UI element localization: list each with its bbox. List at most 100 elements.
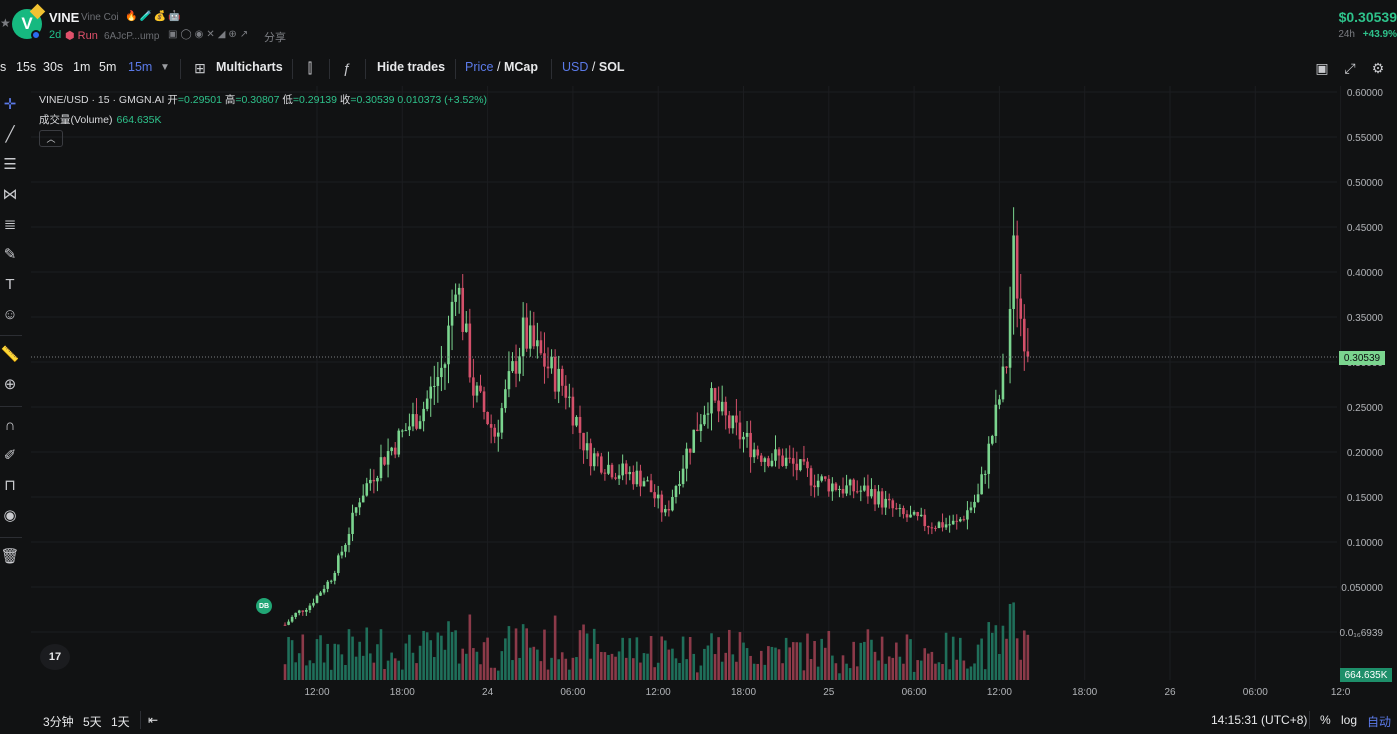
trash-icon[interactable]: 🗑 bbox=[0, 548, 20, 565]
timeframe-5m[interactable]: 5m bbox=[99, 60, 117, 74]
volume-bar bbox=[688, 636, 692, 680]
candle-body bbox=[532, 325, 536, 347]
candle-body bbox=[802, 459, 806, 462]
candle-body bbox=[788, 457, 792, 459]
ruler-icon[interactable]: 📏 bbox=[0, 346, 20, 363]
legend-close-label: 收 bbox=[339, 94, 351, 106]
candle-body bbox=[806, 461, 809, 469]
candle-body bbox=[617, 475, 621, 479]
lock-drawing-icon[interactable]: ✐ bbox=[3, 447, 17, 464]
pattern-icon[interactable]: ⋈ bbox=[2, 186, 18, 203]
candle-body bbox=[717, 400, 720, 412]
add-chart-icon[interactable]: ⊞ bbox=[194, 59, 206, 76]
text-tool-icon[interactable]: T bbox=[5, 275, 15, 293]
volume-bar bbox=[667, 649, 671, 680]
candle-body bbox=[390, 447, 393, 452]
chart-canvas[interactable]: 0.60000 0.55000 0.50000 0.45000 0.40000 0.350… bbox=[31, 86, 1397, 698]
candle-body bbox=[1022, 318, 1026, 352]
auto-toggle[interactable]: 自动 bbox=[1367, 715, 1392, 729]
settings-gear-icon[interactable]: ⚙ bbox=[1371, 59, 1385, 76]
share-button[interactable]: 分享 bbox=[264, 32, 286, 44]
candle-body bbox=[457, 287, 461, 295]
candle-body bbox=[326, 581, 329, 589]
range-1d[interactable]: 1天 bbox=[111, 715, 130, 729]
volume-bar bbox=[1022, 630, 1026, 680]
magnet-icon[interactable]: ∩ bbox=[4, 416, 16, 434]
candle-body bbox=[287, 621, 290, 625]
camera-icon[interactable]: ▣ bbox=[1315, 59, 1329, 76]
token-action-icons[interactable]: ▣◯◉✕◢⊕↗ bbox=[168, 29, 252, 40]
volume-bar bbox=[656, 662, 660, 680]
visibility-eye-icon[interactable]: ◉ bbox=[3, 507, 17, 524]
mcap-option[interactable]: MCap bbox=[503, 60, 538, 74]
range-5d[interactable]: 5天 bbox=[83, 715, 102, 729]
time-tick-label: 12:00 bbox=[304, 687, 329, 698]
candle-body bbox=[731, 415, 735, 429]
candle-body bbox=[820, 476, 823, 481]
usd-option[interactable]: USD bbox=[562, 60, 589, 74]
favorite-star-icon[interactable]: ★ bbox=[0, 16, 11, 30]
crosshair-icon[interactable]: ✛ bbox=[3, 96, 17, 113]
collapse-legend-button[interactable]: ︿ bbox=[39, 130, 63, 147]
emoji-icon[interactable]: ☺ bbox=[2, 305, 18, 323]
toolbar-divider bbox=[455, 59, 456, 79]
volume-bar bbox=[429, 640, 433, 680]
timeframe-15s[interactable]: 15s bbox=[16, 60, 37, 74]
volume-bar bbox=[646, 653, 649, 680]
volume-bar bbox=[944, 632, 948, 680]
legend-open: =0.29501 bbox=[177, 94, 222, 106]
sol-option[interactable]: SOL bbox=[598, 60, 625, 74]
price-option[interactable]: Price bbox=[465, 60, 494, 74]
volume-bar bbox=[312, 663, 315, 680]
lock-icon[interactable]: ⊓ bbox=[4, 477, 16, 494]
legend-close: =0.30539 bbox=[350, 94, 395, 106]
indicators-fx-icon[interactable]: ƒ bbox=[343, 60, 351, 76]
tradingview-logo[interactable]: 17 bbox=[40, 644, 70, 670]
volume-bar bbox=[560, 652, 564, 680]
price-mcap-toggle[interactable]: Price / MCap bbox=[465, 60, 538, 74]
timeframe-15m[interactable]: 15m bbox=[128, 60, 153, 74]
candle-body bbox=[912, 512, 916, 515]
candle-body bbox=[393, 447, 397, 455]
price-chart[interactable]: 0.60000 0.55000 0.50000 0.45000 0.40000 0.350… bbox=[31, 86, 1397, 698]
volume-bar bbox=[294, 662, 297, 680]
horizontal-lines-icon[interactable]: ☰ bbox=[3, 156, 17, 173]
volume-bar bbox=[664, 640, 667, 680]
timeframe-1m[interactable]: 1m bbox=[73, 60, 91, 74]
timeframe-partial[interactable]: s bbox=[0, 60, 7, 74]
fullscreen-icon[interactable]: ⤢ bbox=[1344, 59, 1356, 76]
volume-bar bbox=[831, 655, 834, 680]
brush-icon[interactable]: ✎ bbox=[3, 246, 17, 263]
candle-type-icon[interactable]: ⫿ bbox=[307, 59, 313, 76]
token-address[interactable]: 6AJcP...ump bbox=[104, 31, 160, 42]
log-toggle[interactable]: log bbox=[1341, 713, 1358, 727]
run-badge[interactable]: ⬢ Run bbox=[65, 30, 98, 42]
trend-line-icon[interactable]: ╱ bbox=[5, 126, 15, 143]
volume-bar bbox=[919, 660, 923, 680]
percent-toggle[interactable]: % bbox=[1320, 713, 1331, 727]
timeframe-30s[interactable]: 30s bbox=[43, 60, 64, 74]
clock-time[interactable]: 14:15:31 (UTC+8) bbox=[1211, 713, 1308, 727]
volume-bar bbox=[408, 634, 411, 680]
candle-body bbox=[464, 323, 468, 332]
toolbar-divider bbox=[292, 59, 293, 79]
dev-buy-marker[interactable]: DB bbox=[256, 598, 272, 614]
date-range-icon[interactable]: ⇤ bbox=[148, 713, 159, 727]
volume-bar bbox=[621, 637, 624, 680]
candle-body bbox=[354, 507, 358, 513]
candle-body bbox=[877, 491, 880, 505]
candle-body bbox=[660, 494, 664, 513]
volume-bar bbox=[329, 669, 333, 680]
timeframe-dropdown-icon[interactable]: ▼ bbox=[160, 62, 170, 73]
currency-toggle[interactable]: USD / SOL bbox=[562, 60, 625, 74]
multicharts-button[interactable]: Multicharts bbox=[216, 60, 283, 74]
candle-body bbox=[603, 472, 607, 474]
candle-body bbox=[980, 474, 983, 495]
candle-body bbox=[372, 479, 376, 482]
zoom-in-icon[interactable]: ⊕ bbox=[3, 376, 17, 393]
volume-bar bbox=[966, 668, 969, 680]
fib-icon[interactable]: ≣ bbox=[3, 216, 17, 233]
hide-trades-button[interactable]: Hide trades bbox=[377, 60, 446, 74]
range-3min[interactable]: 3分钟 bbox=[43, 715, 74, 729]
candle-body bbox=[649, 480, 653, 493]
